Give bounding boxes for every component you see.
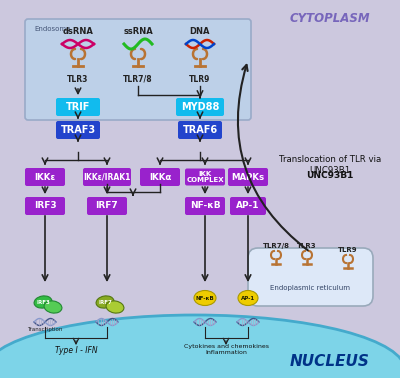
Ellipse shape <box>0 315 400 378</box>
Text: dsRNA: dsRNA <box>62 27 94 36</box>
FancyBboxPatch shape <box>178 121 222 139</box>
Text: IRF7: IRF7 <box>96 201 118 211</box>
Text: MYD88: MYD88 <box>181 102 219 112</box>
Text: TRIF: TRIF <box>66 102 90 112</box>
FancyBboxPatch shape <box>176 98 224 116</box>
FancyBboxPatch shape <box>228 168 268 186</box>
Text: NUCLEUS: NUCLEUS <box>290 355 370 370</box>
Text: TRAF3: TRAF3 <box>60 125 96 135</box>
FancyBboxPatch shape <box>140 168 180 186</box>
Ellipse shape <box>238 291 258 305</box>
FancyBboxPatch shape <box>56 121 100 139</box>
Text: TLR3: TLR3 <box>297 243 317 249</box>
FancyBboxPatch shape <box>230 197 266 215</box>
Text: CYTOPLASM: CYTOPLASM <box>289 12 370 25</box>
Text: TLR3: TLR3 <box>67 75 89 84</box>
Text: IKKε/IRAK1: IKKε/IRAK1 <box>83 172 131 181</box>
Text: TLR9: TLR9 <box>338 247 358 253</box>
FancyBboxPatch shape <box>248 248 373 306</box>
FancyBboxPatch shape <box>25 168 65 186</box>
Text: AP-1: AP-1 <box>236 201 260 211</box>
Text: NF-κB: NF-κB <box>196 296 214 301</box>
Text: Cytokines and chemokines
Inflammation: Cytokines and chemokines Inflammation <box>184 344 268 355</box>
Text: Endoplasmic reticulum: Endoplasmic reticulum <box>270 285 350 291</box>
Text: DNA: DNA <box>190 27 210 36</box>
Ellipse shape <box>44 301 62 313</box>
Text: TLR7/8: TLR7/8 <box>262 243 290 249</box>
Text: Translocation of TLR via
UNC93B1: Translocation of TLR via UNC93B1 <box>279 155 381 175</box>
Text: NF-κB: NF-κB <box>190 201 220 211</box>
FancyBboxPatch shape <box>185 169 225 186</box>
FancyBboxPatch shape <box>185 197 225 215</box>
Text: Type I - IFN: Type I - IFN <box>55 346 97 355</box>
Text: IKKα: IKKα <box>149 172 171 181</box>
Text: MAPKs: MAPKs <box>232 172 264 181</box>
Text: TLR9: TLR9 <box>189 75 211 84</box>
Text: AP-1: AP-1 <box>241 296 255 301</box>
FancyBboxPatch shape <box>25 19 251 120</box>
FancyBboxPatch shape <box>87 197 127 215</box>
Text: ssRNA: ssRNA <box>123 27 153 36</box>
Text: TRAF6: TRAF6 <box>182 125 218 135</box>
Ellipse shape <box>96 296 114 308</box>
Text: Endosome: Endosome <box>34 26 70 32</box>
Text: IKK
COMPLEX: IKK COMPLEX <box>186 171 224 183</box>
FancyBboxPatch shape <box>56 98 100 116</box>
Text: IRF3: IRF3 <box>36 301 50 305</box>
Text: Transcription: Transcription <box>27 327 63 332</box>
Text: IRF7: IRF7 <box>98 301 112 305</box>
FancyBboxPatch shape <box>25 197 65 215</box>
Text: IKKε: IKKε <box>34 172 56 181</box>
FancyBboxPatch shape <box>83 168 131 186</box>
Text: IRF3: IRF3 <box>34 201 56 211</box>
Text: UNC93B1: UNC93B1 <box>306 170 354 180</box>
Text: TLR7/8: TLR7/8 <box>123 75 153 84</box>
Ellipse shape <box>106 301 124 313</box>
Ellipse shape <box>34 296 52 308</box>
Ellipse shape <box>194 291 216 305</box>
